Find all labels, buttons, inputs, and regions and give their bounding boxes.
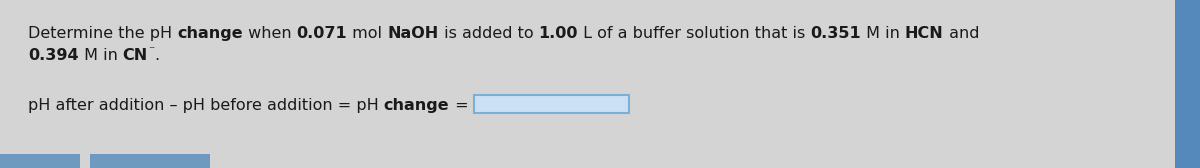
Text: .: . xyxy=(155,48,160,63)
Text: and: and xyxy=(943,26,979,41)
Text: CN: CN xyxy=(122,48,148,63)
Text: change: change xyxy=(178,26,242,41)
Text: is added to: is added to xyxy=(439,26,539,41)
Text: 0.351: 0.351 xyxy=(810,26,860,41)
Text: mol: mol xyxy=(347,26,388,41)
Text: M in: M in xyxy=(79,48,122,63)
Text: L of a buffer solution that is: L of a buffer solution that is xyxy=(578,26,810,41)
Text: M in: M in xyxy=(860,26,905,41)
Text: pH after addition – pH before addition = pH: pH after addition – pH before addition =… xyxy=(28,98,384,113)
Text: change: change xyxy=(384,98,450,113)
Text: 0.394: 0.394 xyxy=(28,48,79,63)
Bar xyxy=(474,95,629,113)
Text: =: = xyxy=(450,98,468,113)
Text: ⁻: ⁻ xyxy=(148,44,155,57)
Text: HCN: HCN xyxy=(905,26,943,41)
Text: Determine the pH: Determine the pH xyxy=(28,26,178,41)
Text: 1.00: 1.00 xyxy=(539,26,578,41)
Bar xyxy=(90,154,210,168)
Text: when: when xyxy=(242,26,296,41)
FancyBboxPatch shape xyxy=(1175,0,1200,168)
Text: 0.071: 0.071 xyxy=(296,26,347,41)
Text: NaOH: NaOH xyxy=(388,26,439,41)
Bar xyxy=(0,154,80,168)
